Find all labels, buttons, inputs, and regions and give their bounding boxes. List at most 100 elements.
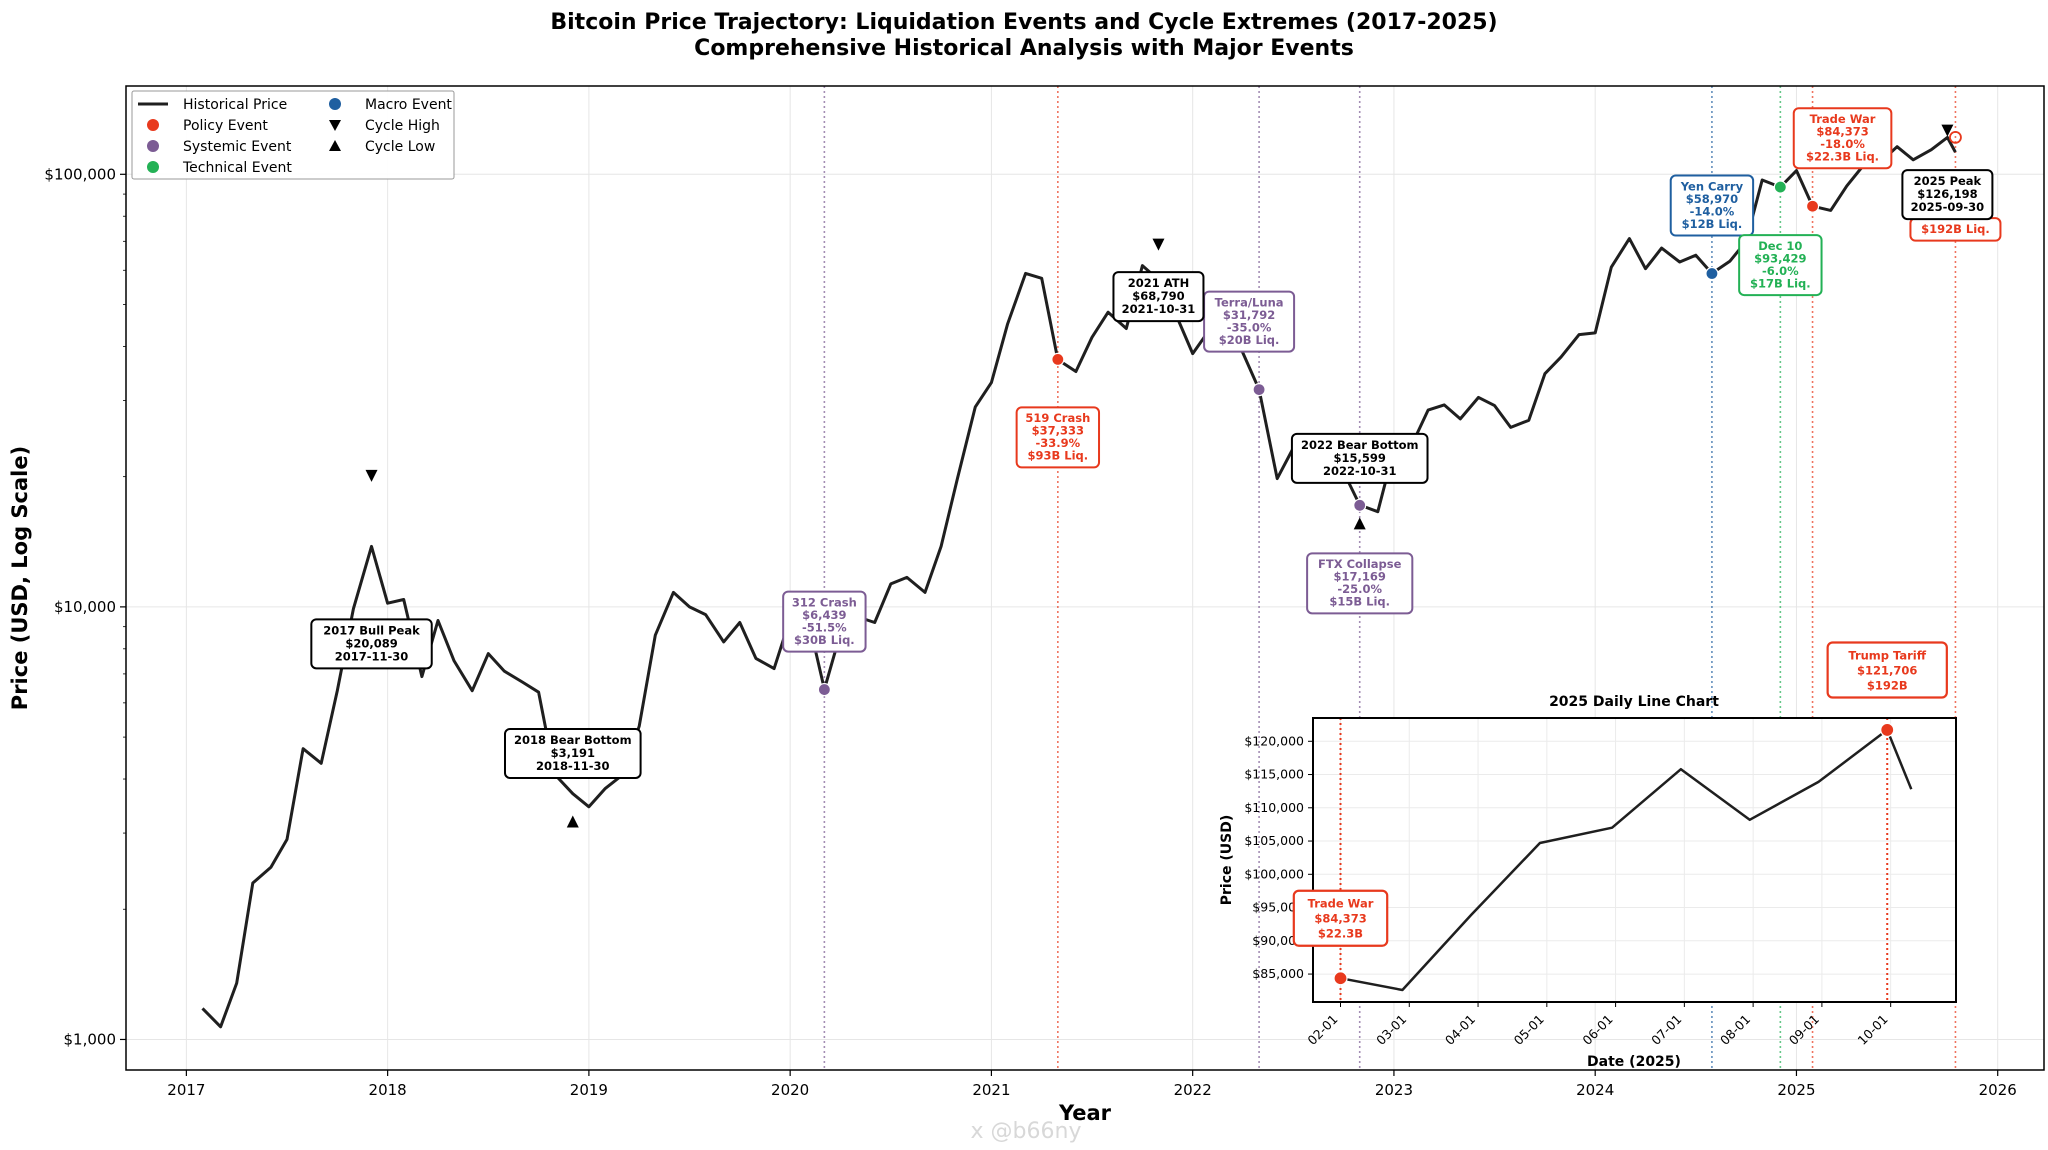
- legend-item: Systemic Event: [147, 139, 292, 155]
- inset-title: 2025 Daily Line Chart: [1549, 694, 1719, 710]
- event-annotation-text: -18.0%: [1820, 137, 1865, 151]
- inset-background: [1313, 718, 1956, 1002]
- event-annotation: 519 Crash$37,333-33.9%$93B Liq.: [1015, 406, 1101, 469]
- x-axis-ticks: 2017 2018 2019 2020 2021 2022 2023 2024 2025 2026: [167, 1070, 2017, 1099]
- inset-annotation-text: $121,706: [1857, 664, 1917, 678]
- inset-y-label: Price (USD): [1219, 815, 1235, 906]
- inset-y-tick-label: $105,000: [1244, 833, 1304, 848]
- event-annotation: Yen Carry$58,970-14.0%$12B Liq.: [1669, 174, 1755, 237]
- cycle-extreme-annotation-box: [503, 727, 642, 779]
- event-annotation-text: $93B Liq.: [1028, 449, 1089, 463]
- event-annotation-text: FTX Collapse: [1318, 557, 1402, 571]
- event-annotation-text: $20B Liq.: [1219, 333, 1280, 347]
- cycle-extreme-annotation-text: $20,089: [345, 636, 397, 650]
- event-annotation: $192B Liq.: [1909, 217, 2002, 242]
- inset-y-tick-label: $120,000: [1244, 733, 1304, 748]
- inset-price-line: [1340, 728, 1913, 992]
- legend-item: Technical Event: [147, 160, 292, 176]
- inset-y-tick-label: $110,000: [1244, 800, 1304, 815]
- cycle-extreme-annotation-text: 2018 Bear Bottom: [514, 733, 632, 747]
- y-axis-label: Price (USD, Log Scale): [8, 446, 32, 710]
- inset-x-tick-label: 10-01: [1854, 1012, 1890, 1048]
- x-tick-label: 2022: [1174, 1081, 1212, 1099]
- legend-frame: [131, 90, 455, 180]
- inset-frame: [1312, 717, 1957, 1003]
- event-annotation-text: $58,970: [1686, 192, 1738, 206]
- event-annotation-text: $84,373: [1816, 124, 1868, 138]
- inset-y-ticks: $85,000 $90,000 $95,000 $100,000 $105,000 $11…: [1244, 733, 1313, 981]
- inset-y-tick-label: $85,000: [1252, 966, 1304, 981]
- x-tick-label: 2018: [369, 1081, 407, 1099]
- event-annotation-box: [1792, 107, 1893, 170]
- event-dot: [1252, 382, 1266, 397]
- inset-x-tick-label: 03-01: [1373, 1012, 1409, 1048]
- legend-label: Policy Event: [183, 118, 268, 134]
- event-annotation-text: -6.0%: [1762, 264, 1799, 278]
- legend-item: Policy Event: [147, 118, 268, 134]
- cycle-high-marker: [1941, 124, 1954, 137]
- inset-annotation-text: $192B: [1867, 679, 1908, 693]
- event-annotation-text: $37,333: [1032, 424, 1084, 438]
- inset-annotation-text: Trade War: [1308, 897, 1374, 911]
- cycle-extreme-annotation-text: 2018-11-30: [536, 759, 610, 773]
- inset-x-tick-label: 06-01: [1579, 1012, 1615, 1048]
- inset-annotation-box: [1826, 641, 1948, 699]
- cycle-extreme-markers: [365, 124, 1954, 828]
- cycle-extreme-annotation-box: [1290, 432, 1429, 484]
- event-annotation-text: $17B Liq.: [1750, 276, 1811, 290]
- legend-swatch-dot: [147, 119, 159, 131]
- inset-event-lines: [1339, 718, 1889, 1002]
- event-annotation: Dec 10$93,429-6.0%$17B Liq.: [1738, 234, 1823, 297]
- legend-label: Macro Event: [365, 97, 452, 113]
- event-annotation: 312 Crash$6,439-51.5%$30B Liq.: [782, 590, 867, 653]
- chart-title: Bitcoin Price Trajectory: Liquidation Ev…: [550, 10, 1497, 35]
- legend-item: Historical Price: [138, 97, 287, 113]
- inset-annotation-box: [1292, 889, 1389, 947]
- inset-x-label: Date (2025): [1587, 1054, 1681, 1070]
- main-plot-frame: [125, 85, 2045, 1071]
- event-dot-open: [1949, 130, 1962, 144]
- event-annotation-box: [782, 590, 867, 653]
- cycle-extreme-annotation-text: $3,191: [551, 746, 595, 760]
- inset-x-tick-label: 05-01: [1511, 1012, 1547, 1048]
- cycle-extreme-annotation-text: 2025 Peak: [1914, 174, 1982, 188]
- inset-x-tick-label: 09-01: [1786, 1012, 1822, 1048]
- inset-x-tick-label: 07-01: [1648, 1012, 1684, 1048]
- y-tick-label: $100,000: [44, 165, 116, 183]
- event-dot: [1805, 199, 1820, 213]
- chart-subtitle: Comprehensive Historical Analysis with M…: [694, 36, 1354, 61]
- inset-chart: 02-01 03-01 04-01 05-01 06-01 07-01 08-01 09-01…: [1219, 641, 1957, 1070]
- cycle-extreme-annotation-text: 2022-10-31: [1323, 464, 1397, 478]
- cycle-extreme-annotation-text: $15,599: [1334, 451, 1386, 465]
- cycle-extreme-annotation-text: $126,198: [1917, 187, 1977, 201]
- event-annotation-text: $22.3B Liq.: [1806, 149, 1879, 163]
- event-dot: [1353, 498, 1367, 512]
- legend-item: Cycle High: [329, 118, 440, 134]
- event-annotation-box: [1015, 406, 1101, 469]
- inset-x-tick-label: 08-01: [1717, 1012, 1753, 1048]
- event-annotation-text: $12B Liq.: [1682, 217, 1743, 231]
- legend-label: Technical Event: [182, 160, 292, 176]
- legend-item: Macro Event: [329, 97, 452, 113]
- event-annotation-box: [1203, 290, 1296, 353]
- inset-y-tick-label: $90,000: [1252, 933, 1304, 948]
- inset-event-annotation: Trump Tariff$121,706$192B: [1826, 641, 1948, 699]
- event-annotation-text: -33.9%: [1035, 436, 1080, 450]
- cycle-high-marker: [1152, 238, 1165, 251]
- inset-event-annotation: Trade War$84,373$22.3B: [1292, 889, 1389, 947]
- inset-y-tick-label: $100,000: [1244, 866, 1304, 881]
- price-series-line: [201, 135, 1957, 1029]
- event-dot: [1773, 180, 1787, 194]
- event-annotation-text: -51.5%: [802, 620, 847, 634]
- event-annotation-box: [1738, 234, 1823, 297]
- event-annotations: 519 Crash$37,333-33.9%$93B Liq. 312 Crash…: [310, 107, 2002, 779]
- event-annotation-text: Yen Carry: [1680, 179, 1744, 193]
- cycle-extreme-annotation-text: 2017-11-30: [335, 649, 409, 663]
- x-tick-label: 2024: [1576, 1081, 1614, 1099]
- x-tick-label: 2019: [570, 1081, 608, 1099]
